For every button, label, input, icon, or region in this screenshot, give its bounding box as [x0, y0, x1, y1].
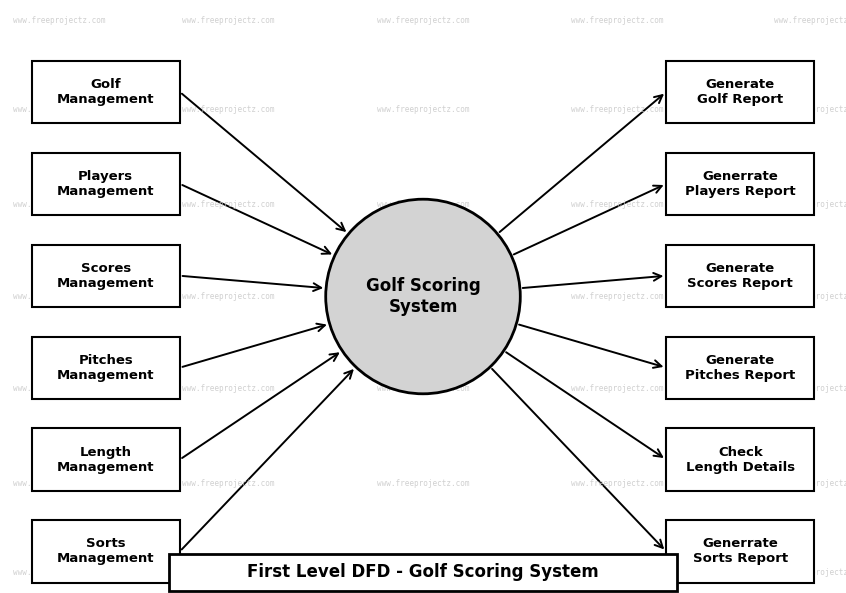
Text: Scores
Management: Scores Management — [57, 262, 155, 290]
FancyBboxPatch shape — [666, 428, 814, 491]
Ellipse shape — [326, 199, 520, 394]
Text: Golf Scoring
System: Golf Scoring System — [365, 277, 481, 316]
Text: www.freeprojectz.com: www.freeprojectz.com — [13, 292, 106, 301]
Text: www.freeprojectz.com: www.freeprojectz.com — [571, 105, 664, 114]
Text: www.freeprojectz.com: www.freeprojectz.com — [774, 16, 846, 25]
Text: www.freeprojectz.com: www.freeprojectz.com — [376, 105, 470, 114]
Text: www.freeprojectz.com: www.freeprojectz.com — [376, 479, 470, 488]
Text: Length
Management: Length Management — [57, 445, 155, 474]
FancyBboxPatch shape — [32, 153, 179, 215]
Text: www.freeprojectz.com: www.freeprojectz.com — [774, 105, 846, 114]
Text: www.freeprojectz.com: www.freeprojectz.com — [774, 384, 846, 393]
Text: www.freeprojectz.com: www.freeprojectz.com — [376, 568, 470, 577]
Text: Golf
Management: Golf Management — [57, 78, 155, 106]
FancyBboxPatch shape — [32, 337, 179, 398]
FancyBboxPatch shape — [32, 428, 179, 491]
Text: www.freeprojectz.com: www.freeprojectz.com — [571, 568, 664, 577]
Text: Generrate
Players Report: Generrate Players Report — [685, 170, 795, 198]
Text: www.freeprojectz.com: www.freeprojectz.com — [376, 16, 470, 25]
Text: www.freeprojectz.com: www.freeprojectz.com — [182, 568, 275, 577]
Text: www.freeprojectz.com: www.freeprojectz.com — [182, 384, 275, 393]
FancyBboxPatch shape — [32, 61, 179, 123]
Text: www.freeprojectz.com: www.freeprojectz.com — [13, 16, 106, 25]
Text: www.freeprojectz.com: www.freeprojectz.com — [13, 105, 106, 114]
Text: Pitches
Management: Pitches Management — [57, 353, 155, 382]
FancyBboxPatch shape — [32, 521, 179, 582]
FancyBboxPatch shape — [666, 245, 814, 307]
Text: www.freeprojectz.com: www.freeprojectz.com — [774, 200, 846, 209]
FancyBboxPatch shape — [666, 61, 814, 123]
Text: www.freeprojectz.com: www.freeprojectz.com — [376, 200, 470, 209]
Text: www.freeprojectz.com: www.freeprojectz.com — [774, 568, 846, 577]
Text: www.freeprojectz.com: www.freeprojectz.com — [13, 479, 106, 488]
Text: www.freeprojectz.com: www.freeprojectz.com — [571, 384, 664, 393]
FancyBboxPatch shape — [666, 153, 814, 215]
Text: www.freeprojectz.com: www.freeprojectz.com — [571, 16, 664, 25]
Text: Generate
Golf Report: Generate Golf Report — [697, 78, 783, 106]
Text: Players
Management: Players Management — [57, 170, 155, 198]
FancyBboxPatch shape — [169, 554, 677, 591]
Text: Sorts
Management: Sorts Management — [57, 537, 155, 566]
Text: www.freeprojectz.com: www.freeprojectz.com — [13, 200, 106, 209]
FancyBboxPatch shape — [666, 337, 814, 398]
Text: www.freeprojectz.com: www.freeprojectz.com — [571, 292, 664, 301]
Text: www.freeprojectz.com: www.freeprojectz.com — [182, 105, 275, 114]
Text: www.freeprojectz.com: www.freeprojectz.com — [774, 479, 846, 488]
Text: Generate
Scores Report: Generate Scores Report — [687, 262, 793, 290]
Text: Generate
Pitches Report: Generate Pitches Report — [685, 353, 795, 382]
Text: www.freeprojectz.com: www.freeprojectz.com — [376, 384, 470, 393]
Text: www.freeprojectz.com: www.freeprojectz.com — [571, 200, 664, 209]
Text: First Level DFD - Golf Scoring System: First Level DFD - Golf Scoring System — [247, 563, 599, 581]
Text: www.freeprojectz.com: www.freeprojectz.com — [774, 292, 846, 301]
Text: Check
Length Details: Check Length Details — [686, 445, 794, 474]
FancyBboxPatch shape — [32, 245, 179, 307]
Text: www.freeprojectz.com: www.freeprojectz.com — [13, 384, 106, 393]
Text: www.freeprojectz.com: www.freeprojectz.com — [571, 479, 664, 488]
Text: www.freeprojectz.com: www.freeprojectz.com — [182, 16, 275, 25]
FancyBboxPatch shape — [666, 521, 814, 582]
Text: Generrate
Sorts Report: Generrate Sorts Report — [693, 537, 788, 566]
Text: www.freeprojectz.com: www.freeprojectz.com — [376, 292, 470, 301]
Text: www.freeprojectz.com: www.freeprojectz.com — [182, 200, 275, 209]
Text: www.freeprojectz.com: www.freeprojectz.com — [182, 479, 275, 488]
Text: www.freeprojectz.com: www.freeprojectz.com — [182, 292, 275, 301]
Text: www.freeprojectz.com: www.freeprojectz.com — [13, 568, 106, 577]
